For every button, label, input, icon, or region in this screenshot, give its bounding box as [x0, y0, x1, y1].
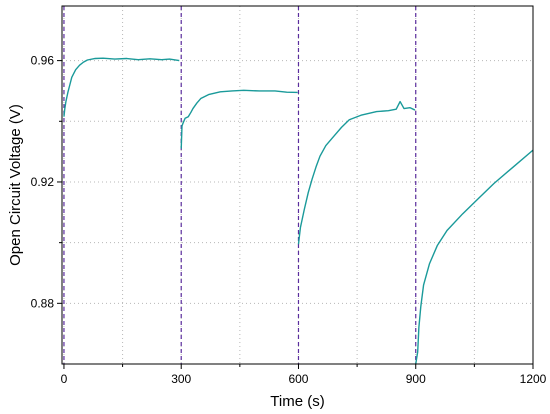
- axis-ticks: [57, 60, 534, 369]
- plot-frame: [61, 5, 534, 365]
- y-axis-title: Open Circuit Voltage (V): [7, 104, 24, 266]
- grid-lines: [62, 6, 533, 364]
- voltage-series-segment: [63, 57, 180, 117]
- y-tick-label: 0.92: [31, 175, 55, 189]
- x-tick-label: 1200: [520, 372, 547, 386]
- x-axis-title: Time (s): [270, 393, 324, 410]
- x-tick-labels: 0 300 600 900 1200: [61, 372, 547, 386]
- voltage-series-segment: [180, 89, 298, 149]
- x-tick-label: 900: [406, 372, 426, 386]
- vertical-markers: [63, 6, 417, 364]
- voltage-series-segment: [297, 100, 416, 245]
- y-tick-labels: 0.88 0.92 0.96: [31, 54, 55, 311]
- data-series: [63, 57, 534, 365]
- x-tick-label: 300: [171, 372, 191, 386]
- y-tick-label: 0.88: [31, 296, 55, 310]
- x-tick-label: 600: [288, 372, 308, 386]
- voltage-series-segment: [415, 149, 534, 365]
- x-tick-label: 0: [61, 372, 68, 386]
- y-tick-label: 0.96: [31, 54, 55, 68]
